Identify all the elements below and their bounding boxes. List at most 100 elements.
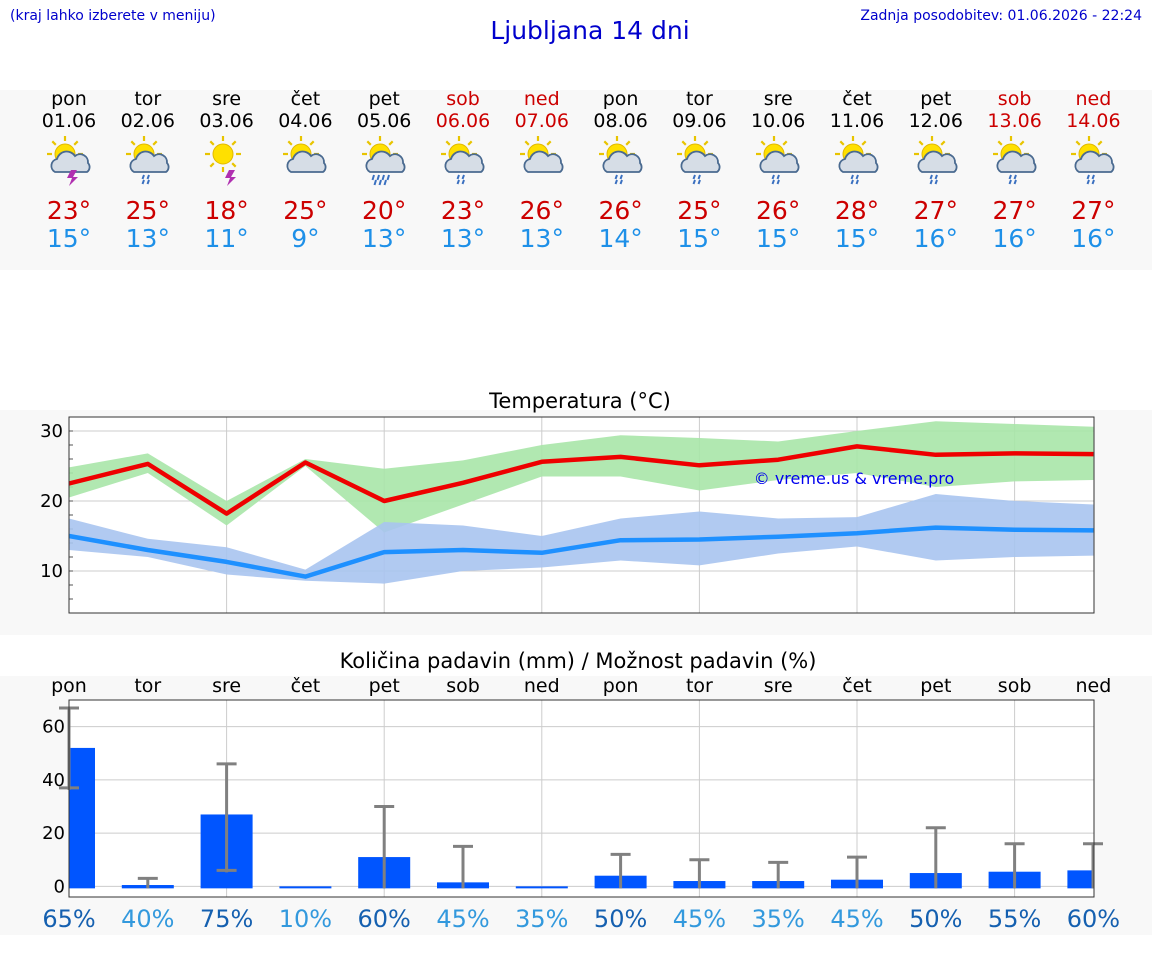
y-tick-label: 60 <box>42 717 65 738</box>
day-name: sob <box>446 88 480 110</box>
precipitation-chance: 65% <box>42 905 95 933</box>
max-temperature: 20° <box>362 196 407 225</box>
precipitation-chance: 75% <box>200 905 253 933</box>
last-updated: Zadnja posodobitev: 01.06.2026 - 22:24 <box>860 8 1142 24</box>
day-date: 03.06 <box>199 110 254 132</box>
min-temperature-range-band <box>69 494 1094 584</box>
location-note[interactable]: (kraj lahko izberete v meniju) <box>10 8 216 24</box>
precipitation-chance: 50% <box>909 905 962 933</box>
max-temperature: 26° <box>519 196 564 225</box>
y-tick-label: 30 <box>40 421 63 442</box>
min-temperature: 16° <box>1071 224 1116 253</box>
day-column: čet 04.06 25° 9° <box>265 88 345 263</box>
day-label: ned <box>1076 675 1112 697</box>
precipitation-chance: 35% <box>752 905 805 933</box>
precipitation-chance: 50% <box>594 905 647 933</box>
day-label: pon <box>603 675 639 697</box>
precipitation-bar <box>279 886 332 889</box>
day-name: ned <box>523 88 560 110</box>
plot-frame <box>68 699 1095 898</box>
day-label: ned <box>524 675 560 697</box>
min-temperature: 15° <box>677 224 722 253</box>
precipitation-chance: 55% <box>988 905 1041 933</box>
day-label: sob <box>998 675 1032 697</box>
day-date: 06.06 <box>435 110 491 132</box>
temperature-title: Temperatura (°C) <box>488 389 671 413</box>
precipitation-chance: 40% <box>121 905 174 933</box>
min-temperature: 16° <box>913 224 958 253</box>
page-title: Ljubljana 14 dni <box>490 16 690 45</box>
day-column: sre 03.06 18° 11° <box>187 88 267 263</box>
sun-cloud-rain-icon <box>829 136 887 186</box>
y-tick-label: 20 <box>40 491 63 512</box>
max-temperature: 25° <box>125 196 170 225</box>
day-column: pet 05.06 20° 13° <box>344 88 424 263</box>
sun-cloud-rain-icon <box>671 136 729 186</box>
day-column: pet 12.06 27° 16° <box>896 88 976 263</box>
min-temperature: 15° <box>834 224 880 253</box>
plot-frame <box>68 416 1095 614</box>
y-tick-label: 0 <box>54 876 65 897</box>
day-name: tor <box>685 88 713 110</box>
max-temperature: 25° <box>677 196 722 225</box>
precipitation-bar <box>515 886 568 889</box>
day-date: 09.06 <box>672 110 727 132</box>
day-label: tor <box>686 675 713 697</box>
day-date: 01.06 <box>41 110 97 132</box>
day-column: tor 02.06 25° 13° <box>108 88 188 263</box>
min-temperature: 13° <box>440 224 486 253</box>
day-name: sre <box>763 88 793 110</box>
day-label: čet <box>842 675 872 697</box>
max-temperature: 25° <box>283 196 328 225</box>
day-name: pon <box>602 88 639 110</box>
precipitation-chart: Količina padavin (mm) / Možnost padavin … <box>42 649 1120 933</box>
sun-cloud-rain-icon <box>1065 136 1123 186</box>
y-tick-label: 40 <box>42 770 65 791</box>
day-label: čet <box>291 675 321 697</box>
day-date: 10.06 <box>750 110 806 132</box>
max-temperature: 27° <box>992 196 1037 225</box>
day-name: ned <box>1075 88 1112 110</box>
sun-cloud-lightning-icon <box>41 136 99 186</box>
max-temperature: 27° <box>913 196 958 225</box>
day-date: 11.06 <box>829 110 885 132</box>
y-tick-label: 20 <box>42 823 65 844</box>
sun-cloud-rain-icon <box>987 136 1045 186</box>
day-date: 07.06 <box>514 110 569 132</box>
min-temperature: 13° <box>125 224 170 253</box>
precipitation-chance: 10% <box>279 905 332 933</box>
sun-cloud-rain-icon <box>435 136 493 186</box>
min-temperature: 9° <box>291 224 320 253</box>
day-name: sre <box>212 88 242 110</box>
max-temperature: 28° <box>834 196 880 225</box>
day-label: tor <box>134 675 161 697</box>
min-temperature-line <box>68 525 1094 579</box>
day-column: tor 09.06 25° 15° <box>659 88 739 263</box>
precipitation-bar <box>1067 870 1094 889</box>
day-date: 13.06 <box>987 110 1042 132</box>
max-temperature: 23° <box>46 196 92 225</box>
max-temperature-line <box>68 444 1094 516</box>
precipitation-chance: 60% <box>1067 905 1120 933</box>
precipitation-chance: 45% <box>673 905 726 933</box>
day-date: 08.06 <box>593 110 648 132</box>
day-column: ned 14.06 27° 16° <box>1053 88 1133 263</box>
min-temperature: 16° <box>992 224 1037 253</box>
precipitation-title: Količina padavin (mm) / Možnost padavin … <box>340 649 817 673</box>
max-temperature: 18° <box>204 196 249 225</box>
day-date: 04.06 <box>278 110 333 132</box>
day-name: tor <box>134 88 162 110</box>
temperature-chart: Temperatura (°C) 10 20 30 © vreme.us & vrem… <box>40 389 1095 614</box>
day-label: pon <box>51 675 87 697</box>
day-column: pon 08.06 26° 14° <box>581 88 661 263</box>
day-label: sre <box>212 675 241 697</box>
day-date: 14.06 <box>1066 110 1121 132</box>
sun-cloud-icon <box>514 136 572 186</box>
precipitation-chance: 45% <box>436 905 489 933</box>
min-temperature: 13° <box>362 224 407 253</box>
sun-lightning-icon <box>199 136 257 186</box>
max-temperature: 26° <box>598 196 643 225</box>
sun-cloud-rain-icon <box>908 136 966 186</box>
sun-cloud-rain-icon <box>750 136 808 186</box>
min-temperature: 11° <box>204 224 249 253</box>
